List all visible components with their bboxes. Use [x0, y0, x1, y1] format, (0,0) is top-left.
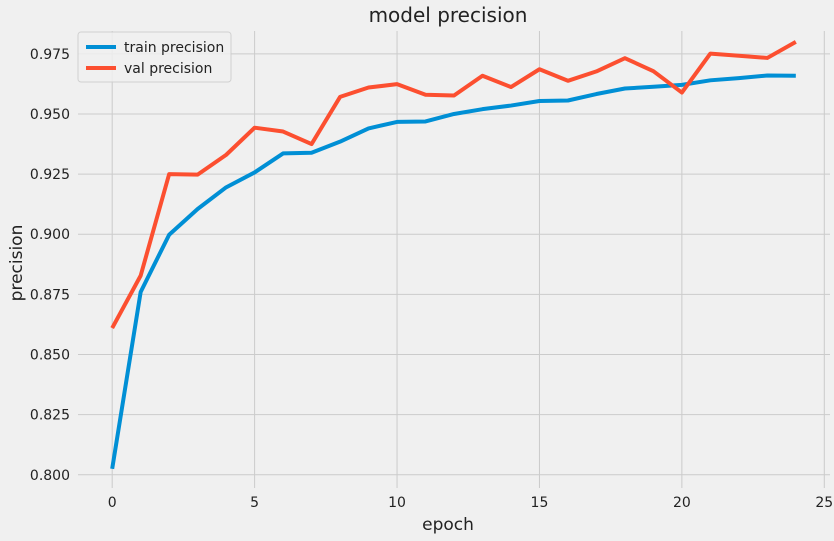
x-tick-label: 0	[108, 495, 117, 511]
y-tick-label: 0.900	[30, 227, 70, 243]
legend-label-train-precision: train precision	[124, 40, 224, 56]
y-tick-label: 0.825	[30, 408, 70, 424]
legend-label-val-precision: val precision	[124, 61, 212, 77]
chart-title: model precision	[369, 3, 528, 27]
x-tick-label: 20	[673, 495, 691, 511]
y-tick-label: 0.950	[30, 107, 70, 123]
x-tick-label: 5	[250, 495, 259, 511]
y-tick-label: 0.875	[30, 287, 70, 303]
grid	[78, 31, 830, 488]
y-tick-label: 0.975	[30, 47, 70, 63]
x-tick-label: 25	[815, 495, 833, 511]
x-tick-label: 10	[388, 495, 406, 511]
x-axis-title: epoch	[422, 515, 474, 535]
x-tick-label: 15	[531, 495, 549, 511]
legend-box	[77, 31, 232, 83]
y-tick-label: 0.925	[30, 167, 70, 183]
series-group	[110, 40, 797, 470]
y-axis-title: precision	[7, 225, 27, 302]
y-tick-label: 0.850	[30, 348, 70, 364]
tick-labels: 0 5 10 15 20 25 0.800 0.825 0.850 0.875 0.900 0.925…	[30, 47, 833, 511]
legend: train precision val precision	[77, 31, 232, 83]
y-tick-label: 0.800	[30, 468, 70, 484]
